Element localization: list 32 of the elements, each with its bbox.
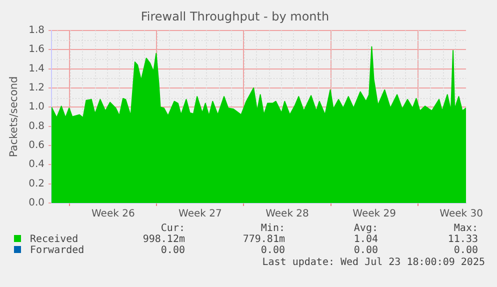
text: Max: — [452, 223, 478, 234]
y-tick-label: 1.0 — [28, 102, 45, 113]
y-tick-label: 0.8 — [28, 120, 45, 132]
chart-title: Firewall Throughput - by month — [140, 9, 330, 24]
text: 998.12m — [142, 234, 185, 245]
y-tick-label: 1.2 — [28, 82, 45, 94]
text: 0.00 — [260, 245, 285, 256]
text: 0.00 — [452, 245, 478, 256]
text: Last update: Wed Jul 23 18:00:09 2025 — [262, 257, 485, 268]
y-tick-label: 0.4 — [28, 159, 45, 170]
y-tick-label: 0.2 — [28, 178, 45, 190]
y-tick-label: 1.8 — [28, 24, 45, 36]
text: Cur: — [160, 223, 185, 234]
legend-label: Received — [29, 234, 80, 245]
x-tick-label: Week 26 — [92, 208, 135, 220]
text: 1.04 — [352, 234, 378, 245]
x-tick-label: Week 29 — [352, 208, 396, 220]
text: Avg: — [352, 223, 378, 234]
text: 0.00 — [352, 245, 378, 256]
text: Min: — [260, 223, 285, 234]
legend-label: Forwarded — [29, 245, 86, 256]
x-tick-label: Week 30 — [440, 208, 483, 220]
text: 0.00 — [160, 245, 185, 256]
y-tick-label: 0.0 — [28, 198, 45, 209]
y-tick-label: 1.4 — [28, 63, 45, 74]
y-tick-label: 1.6 — [28, 44, 45, 56]
x-tick-label: Week 28 — [266, 208, 309, 220]
x-tick-label: Week 27 — [178, 208, 222, 220]
y-axis-title: Packets/second — [8, 76, 20, 158]
y-tick-label: 0.6 — [28, 140, 45, 152]
text: 11.33 — [446, 234, 478, 245]
text: 779.81m — [242, 234, 285, 245]
